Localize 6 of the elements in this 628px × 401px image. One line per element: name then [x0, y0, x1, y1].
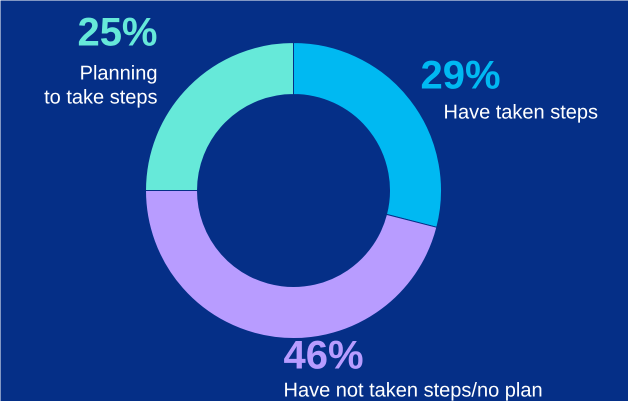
data-label: 29%	[420, 54, 501, 98]
slice-label: Have taken steps	[444, 102, 598, 124]
data-label: 46%	[284, 334, 364, 378]
slice-label: Planning to take steps	[44, 62, 158, 109]
data-label: 25%	[77, 10, 158, 54]
slice-label: Have not taken steps/no plan	[284, 380, 543, 401]
